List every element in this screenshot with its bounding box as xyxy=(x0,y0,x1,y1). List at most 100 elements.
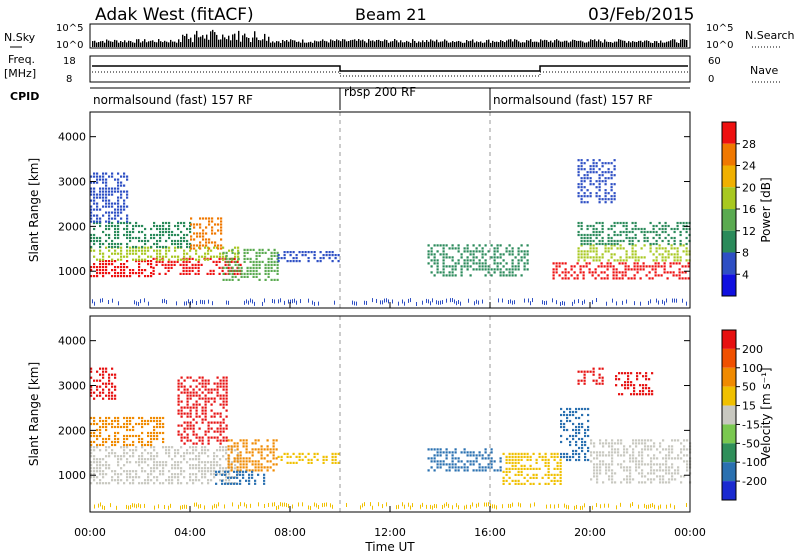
data-cell xyxy=(493,250,496,253)
nsky-bar xyxy=(650,42,652,47)
data-cell xyxy=(198,464,201,467)
data-cell xyxy=(220,247,223,250)
data-cell xyxy=(225,385,228,388)
colorbar-swatch xyxy=(722,122,736,144)
data-cell xyxy=(298,260,301,263)
data-cell xyxy=(622,224,625,228)
data-cell xyxy=(623,460,626,463)
nsky-bar xyxy=(582,41,584,47)
data-cell xyxy=(168,452,171,455)
data-cell xyxy=(108,446,111,449)
data-cell xyxy=(105,449,108,452)
data-cell xyxy=(445,244,448,247)
data-cell xyxy=(135,434,138,438)
nsky-bar xyxy=(204,38,206,47)
data-cell xyxy=(560,419,563,423)
data-cell xyxy=(200,263,203,266)
nsky-bar xyxy=(572,39,574,47)
data-cell xyxy=(129,416,132,420)
data-cell xyxy=(159,431,162,435)
data-cell xyxy=(177,394,180,397)
data-cell xyxy=(564,503,565,508)
data-cell xyxy=(105,193,108,196)
data-cell xyxy=(623,469,626,472)
nsky-bar xyxy=(590,39,592,47)
data-cell xyxy=(530,301,531,306)
data-cell xyxy=(652,224,655,228)
nsky-bar xyxy=(174,41,176,47)
data-cell xyxy=(140,504,141,509)
nsky-bar xyxy=(424,42,426,47)
data-cell xyxy=(201,397,204,400)
data-cell xyxy=(581,413,584,417)
data-cell xyxy=(138,455,141,458)
data-cell xyxy=(577,259,580,262)
data-cell xyxy=(274,502,275,507)
data-cell xyxy=(572,410,575,414)
data-cell xyxy=(219,412,222,415)
data-cell xyxy=(589,244,592,247)
data-cell xyxy=(225,479,228,482)
data-cell xyxy=(627,387,630,390)
data-cell xyxy=(493,253,496,256)
data-cell xyxy=(647,439,650,442)
data-cell xyxy=(162,233,165,237)
nsky-bar xyxy=(502,41,504,47)
data-cell xyxy=(186,233,189,237)
data-cell xyxy=(192,452,195,455)
nsky-bar xyxy=(472,39,474,47)
data-cell xyxy=(198,427,201,430)
data-cell xyxy=(484,466,487,469)
data-cell xyxy=(665,457,668,460)
data-cell xyxy=(227,460,230,463)
data-cell xyxy=(644,448,647,451)
data-cell xyxy=(177,255,180,258)
data-cell xyxy=(481,250,484,253)
data-cell xyxy=(451,274,454,277)
data-cell xyxy=(147,263,150,266)
data-cell xyxy=(186,391,189,394)
data-cell xyxy=(129,236,132,240)
data-cell xyxy=(280,458,283,461)
data-cell xyxy=(123,446,126,449)
data-cell xyxy=(144,298,145,303)
nsky-bar xyxy=(508,39,510,47)
data-cell xyxy=(601,180,604,183)
data-cell xyxy=(514,479,517,482)
data-cell xyxy=(159,464,162,467)
data-cell xyxy=(499,256,502,259)
data-cell xyxy=(222,278,225,281)
data-cell xyxy=(99,217,102,220)
data-cell xyxy=(436,451,439,454)
x-tick-label: 00:00 xyxy=(674,526,706,539)
data-cell xyxy=(560,455,563,459)
data-cell xyxy=(674,439,677,442)
colorbar-tick-label: 12 xyxy=(742,225,756,238)
data-cell xyxy=(141,269,144,272)
data-cell xyxy=(580,244,583,247)
data-cell xyxy=(147,434,150,438)
data-cell xyxy=(90,233,93,237)
data-cell xyxy=(105,467,108,470)
data-cell xyxy=(298,458,301,461)
data-cell xyxy=(92,299,93,304)
data-cell xyxy=(472,244,475,247)
data-cell xyxy=(150,467,153,470)
data-cell xyxy=(478,502,479,507)
data-cell xyxy=(93,172,96,175)
data-cell xyxy=(660,274,663,277)
data-cell xyxy=(580,239,583,243)
nsky-bar xyxy=(238,30,240,47)
data-cell xyxy=(668,472,671,475)
data-cell xyxy=(141,260,144,263)
data-cell xyxy=(301,251,304,254)
data-cell xyxy=(602,442,605,445)
nsky-bar xyxy=(680,39,682,47)
data-cell xyxy=(433,454,436,457)
nsky-bar xyxy=(490,42,492,47)
data-cell xyxy=(517,473,520,476)
nsky-bar xyxy=(186,33,188,47)
data-cell xyxy=(632,442,635,445)
data-cell xyxy=(225,409,228,412)
data-cell xyxy=(576,262,579,265)
